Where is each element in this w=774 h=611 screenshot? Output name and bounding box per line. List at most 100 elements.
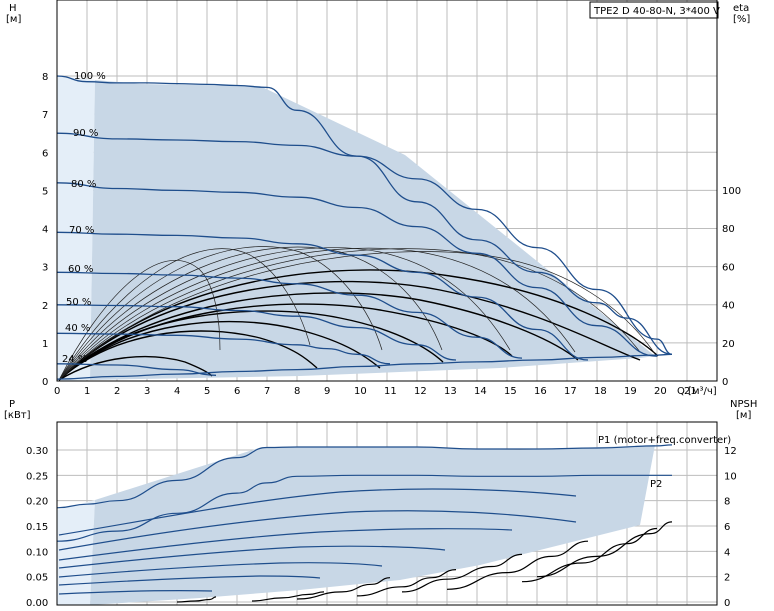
npsh-curve-7 bbox=[521, 527, 658, 583]
head-tick-label: 0 bbox=[42, 377, 48, 388]
speed-label-100: 100 % bbox=[74, 71, 106, 82]
npsh-tick-label: 8 bbox=[724, 497, 730, 508]
efficiency-thin-2 bbox=[58, 248, 311, 381]
speed-label-40: 40 % bbox=[65, 323, 90, 334]
x-tick-label: 11 bbox=[384, 386, 397, 397]
x-tick-label: 20 bbox=[654, 386, 667, 397]
x-tick-label: 21 bbox=[684, 386, 697, 397]
speed-label-24: 24 % bbox=[62, 354, 87, 365]
x-tick-label: 17 bbox=[564, 386, 577, 397]
power-range-fill bbox=[90, 445, 655, 605]
npsh-tick-label: 10 bbox=[724, 471, 737, 482]
head-tick-label: 3 bbox=[42, 263, 48, 274]
head-curve-60 bbox=[56, 271, 523, 359]
head-tick-label: 6 bbox=[42, 148, 48, 159]
eta-tick-label: 20 bbox=[722, 339, 735, 350]
flow-axis-label: Q [м³/ч] bbox=[677, 386, 717, 397]
eta-tick-label: 0 bbox=[722, 377, 728, 388]
head-tick-label: 5 bbox=[42, 186, 48, 197]
power-range-light-edge bbox=[57, 500, 95, 605]
power-tick-label: 0.20 bbox=[26, 497, 48, 508]
x-tick-label: 5 bbox=[204, 386, 210, 397]
power-tick-label: 0.15 bbox=[26, 522, 48, 533]
x-tick-label: 10 bbox=[354, 386, 367, 397]
speed-label-80: 80 % bbox=[71, 179, 96, 190]
power-curves bbox=[56, 444, 673, 542]
x-tick-label: 9 bbox=[324, 386, 330, 397]
x-tick-label: 0 bbox=[54, 386, 60, 397]
eta-axis-label: eta bbox=[733, 3, 749, 14]
npsh-tick-label: 4 bbox=[724, 547, 730, 558]
x-tick-label: 4 bbox=[174, 386, 180, 397]
x-tick-label: 14 bbox=[474, 386, 487, 397]
eta-tick-label: 100 bbox=[722, 186, 741, 197]
eta-tick-label: 80 bbox=[722, 224, 735, 235]
head-chart-frame bbox=[56, 0, 718, 382]
power-curve-p1 bbox=[56, 444, 673, 509]
x-tick-label: 12 bbox=[414, 386, 427, 397]
power-speed-curve-3 bbox=[58, 528, 513, 561]
power-tick-label: 0.30 bbox=[26, 446, 48, 457]
x-tick-label: 2 bbox=[114, 386, 120, 397]
npsh-tick-label: 0 bbox=[724, 598, 730, 609]
x-tick-label: 13 bbox=[444, 386, 457, 397]
head-tick-label: 4 bbox=[42, 225, 48, 236]
power-speed-curve-4 bbox=[58, 545, 446, 569]
power-speed-curve-1 bbox=[58, 488, 577, 536]
head-tick-label: 1 bbox=[42, 339, 48, 350]
npsh-tick-label: 2 bbox=[724, 573, 730, 584]
head-curve-100 bbox=[56, 75, 673, 355]
x-tick-label: 3 bbox=[144, 386, 150, 397]
power-axis-label: P bbox=[9, 399, 15, 410]
power-speed-curve-5 bbox=[58, 562, 383, 578]
efficiency-thin-1 bbox=[58, 259, 221, 381]
power-tick-label: 0.25 bbox=[26, 471, 48, 482]
head-tick-label: 2 bbox=[42, 301, 48, 312]
power-speed-curve-7 bbox=[58, 590, 213, 595]
operating-range-fill bbox=[90, 80, 655, 380]
x-tick-label: 18 bbox=[594, 386, 607, 397]
efficiency-curves bbox=[58, 246, 659, 381]
npsh-tick-label: 6 bbox=[724, 522, 730, 533]
x-tick-label: 15 bbox=[504, 386, 517, 397]
head-curve-90 bbox=[56, 132, 673, 355]
head-curves bbox=[56, 75, 673, 380]
npsh-curve-5 bbox=[401, 553, 523, 593]
p2-annotation: P2 bbox=[650, 479, 662, 490]
head-axis-unit: [м] bbox=[6, 14, 21, 25]
npsh-curve-3 bbox=[296, 577, 391, 600]
power-chart-frame bbox=[56, 421, 718, 606]
efficiency-curve-24 bbox=[58, 355, 213, 381]
npsh-curve-1 bbox=[176, 596, 217, 603]
power-tick-label: 0.10 bbox=[26, 547, 48, 558]
head-tick-label: 8 bbox=[42, 72, 48, 83]
power-speed-curve-2 bbox=[58, 510, 577, 551]
head-curve-24 bbox=[56, 363, 217, 376]
x-tick-label: 1 bbox=[84, 386, 90, 397]
power-tick-label: 0.00 bbox=[26, 598, 48, 609]
npsh-axis-label: NPSH bbox=[730, 399, 757, 410]
head-axis-label: H bbox=[9, 3, 17, 14]
head-curve-50 bbox=[56, 304, 457, 361]
npsh-axis-unit: [м] bbox=[736, 410, 751, 421]
power-tick-label: 0.05 bbox=[26, 573, 48, 584]
eta-tick-label: 40 bbox=[722, 301, 735, 312]
axis-tick-labels: 0 1 2 3 4 5 6 7 8 9 10 11 12 13 14 15 16 17 18 19 20 21012345… bbox=[26, 72, 741, 609]
power-curve-p2 bbox=[56, 474, 672, 542]
head-curve-min bbox=[56, 353, 673, 380]
npsh-curve-6 bbox=[446, 540, 589, 590]
head-curve-40 bbox=[56, 332, 391, 365]
head-curve-70 bbox=[56, 231, 589, 361]
power-axis-unit: [кВт] bbox=[4, 410, 31, 421]
npsh-curve-8 bbox=[536, 521, 673, 578]
speed-label-70: 70 % bbox=[69, 225, 94, 236]
npsh-curve-4 bbox=[356, 569, 457, 597]
npsh-curve-2 bbox=[251, 591, 325, 602]
speed-label-90: 90 % bbox=[73, 128, 98, 139]
eta-tick-label: 60 bbox=[722, 262, 735, 273]
head-curve-80 bbox=[56, 182, 658, 357]
title-box bbox=[589, 1, 719, 19]
eta-axis-unit: [%] bbox=[733, 14, 750, 25]
head-tick-label: 7 bbox=[42, 110, 48, 121]
